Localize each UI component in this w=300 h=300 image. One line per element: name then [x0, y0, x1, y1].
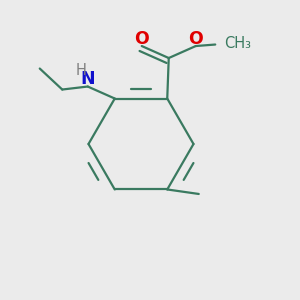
- Text: O: O: [134, 29, 149, 47]
- Text: CH₃: CH₃: [224, 36, 251, 51]
- Text: O: O: [188, 30, 203, 48]
- Text: H: H: [76, 63, 87, 78]
- Text: N: N: [80, 70, 95, 88]
